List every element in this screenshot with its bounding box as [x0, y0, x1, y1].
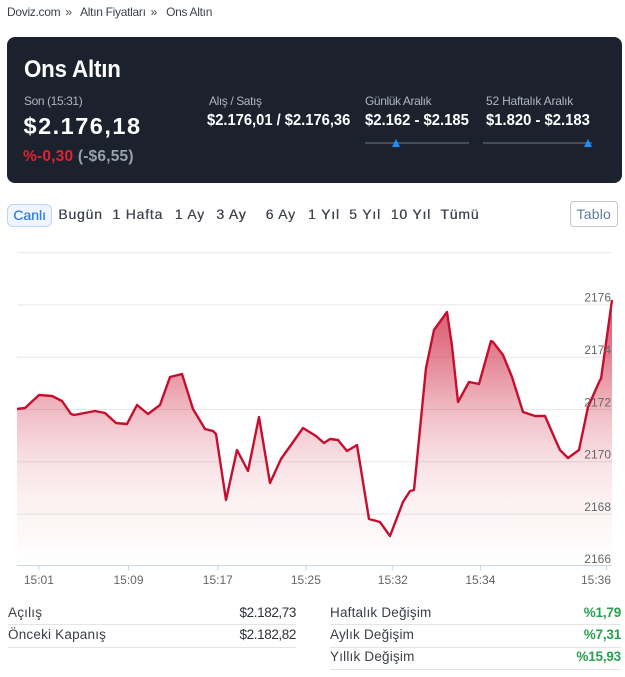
svg-text:2172: 2172 [584, 395, 611, 409]
svg-text:2170: 2170 [584, 448, 611, 462]
svg-text:15:32: 15:32 [378, 573, 408, 587]
svg-text:15:01: 15:01 [24, 573, 54, 587]
svg-text:15:34: 15:34 [465, 573, 495, 587]
svg-text:15:09: 15:09 [113, 573, 143, 587]
svg-text:15:36: 15:36 [581, 573, 611, 587]
svg-text:2168: 2168 [584, 500, 611, 514]
svg-text:2166: 2166 [584, 552, 611, 566]
svg-text:2176: 2176 [584, 291, 611, 305]
svg-text:15:25: 15:25 [291, 573, 321, 587]
svg-text:15:17: 15:17 [203, 573, 233, 587]
svg-text:2174: 2174 [584, 343, 611, 357]
